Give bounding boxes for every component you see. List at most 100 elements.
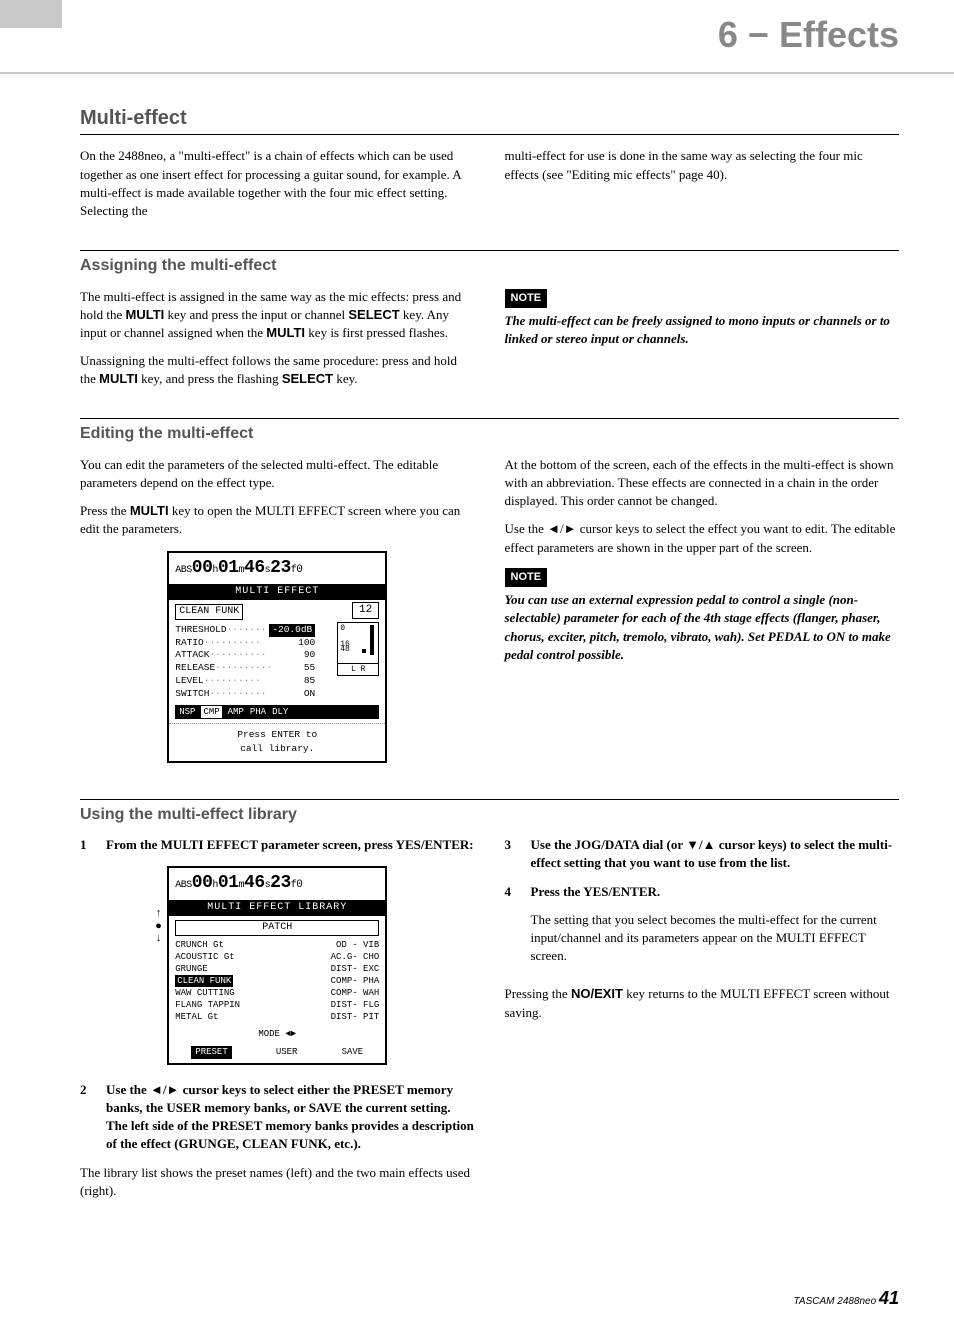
lcd-lib-fx: COMP- PHA bbox=[331, 975, 380, 987]
lcd-param-value: 85 bbox=[304, 675, 315, 688]
lcd-lib-fx: DIST- PIT bbox=[331, 1011, 380, 1023]
section-heading-editing: Editing the multi-effect bbox=[80, 418, 899, 445]
step-body: Use the JOG/DATA dial (or ▼/▲ cursor key… bbox=[531, 836, 900, 872]
editing-p2: Press the MULTI key to open the MULTI EF… bbox=[80, 502, 475, 538]
lcd-param-label: THRESHOLD bbox=[175, 624, 226, 637]
lcd-timecode: ABS00h01m46s23f0 bbox=[169, 868, 385, 899]
editing-right-p2: Use the ◄/► cursor keys to select the ef… bbox=[505, 520, 900, 556]
multi-effect-columns: On the 2488neo, a "multi-effect" is a ch… bbox=[80, 147, 899, 230]
text-run: . bbox=[657, 884, 660, 899]
lcd-preset-name: CLEAN FUNK bbox=[175, 604, 243, 620]
lcd-bottom-tabs: PRESETUSERSAVE bbox=[169, 1044, 385, 1063]
multi-effect-para-left: On the 2488neo, a "multi-effect" is a ch… bbox=[80, 147, 475, 220]
lcd-timecode: ABS00h01m46s23f0 bbox=[169, 553, 385, 584]
step-1: 1 From the MULTI EFFECT parameter screen… bbox=[80, 836, 475, 854]
lcd-body: CLEAN FUNK 12 THRESHOLD··········-20.0dB… bbox=[169, 600, 385, 723]
library-left-after: The library list shows the preset names … bbox=[80, 1164, 475, 1200]
multi-effect-para-right: multi-effect for use is done in the same… bbox=[505, 147, 900, 183]
step-3: 3 Use the JOG/DATA dial (or ▼/▲ cursor k… bbox=[505, 836, 900, 872]
lcd-param-row: ATTACK··········90 bbox=[175, 649, 315, 662]
lcd-param-row: RATIO··········100 bbox=[175, 637, 315, 650]
lcd-time-prefix: ABS bbox=[175, 880, 192, 891]
text-run: Press the bbox=[531, 884, 584, 899]
lcd-title: MULTI EFFECT bbox=[169, 584, 385, 600]
lcd-library-row: WAW CUTTING COMP- WAH bbox=[175, 987, 379, 999]
step-body: Press the YES/ENTER. The setting that yo… bbox=[531, 883, 900, 976]
key-jog-data: JOG/DATA bbox=[575, 837, 640, 852]
library-steps-left: 1 From the MULTI EFFECT parameter screen… bbox=[80, 836, 475, 854]
step-4: 4 Press the YES/ENTER. The setting that … bbox=[505, 883, 900, 976]
step-number: 3 bbox=[505, 836, 519, 872]
lcd-param-value: 100 bbox=[298, 637, 315, 650]
step-4-followup: The setting that you select becomes the … bbox=[531, 911, 900, 966]
lcd-chain-item: AMP bbox=[228, 706, 244, 719]
step-number: 2 bbox=[80, 1081, 94, 1154]
lcd-param-label: LEVEL bbox=[175, 675, 204, 688]
lcd-lib-name: GRUNGE bbox=[175, 963, 207, 975]
text-run: Pressing the bbox=[505, 986, 571, 1001]
meter-bar bbox=[370, 625, 374, 655]
meter-lr-label: L R bbox=[338, 663, 378, 675]
step-number: 1 bbox=[80, 836, 94, 854]
key-preset: PRESET bbox=[212, 1118, 262, 1133]
lcd-time-prefix: ABS bbox=[175, 565, 192, 576]
key-multi: MULTI bbox=[126, 307, 165, 322]
library-right-p5: Pressing the NO/EXIT key returns to the … bbox=[505, 985, 900, 1021]
lcd-footer-line: call library. bbox=[169, 742, 385, 755]
step-2: 2 Use the ◄/► cursor keys to select eith… bbox=[80, 1081, 475, 1154]
lcd-mode-label: MODE ◄► bbox=[175, 1028, 379, 1041]
lcd-lib-fx: DIST- FLG bbox=[331, 999, 380, 1011]
note-text: The multi-effect can be freely assigned … bbox=[505, 312, 900, 348]
step-body: From the MULTI EFFECT parameter screen, … bbox=[106, 836, 475, 854]
lcd-library-row: FLANG TAPPIN DIST- FLG bbox=[175, 999, 379, 1011]
library-steps-right: 3 Use the JOG/DATA dial (or ▼/▲ cursor k… bbox=[505, 836, 900, 975]
lcd-chain-item: CMP bbox=[201, 706, 221, 719]
lcd-library-row: GRUNGEDIST- EXC bbox=[175, 963, 379, 975]
lcd-multi-effect-screen: ABS00h01m46s23f0 MULTI EFFECT CLEAN FUNK… bbox=[167, 551, 387, 763]
key-preset: PRESET bbox=[353, 1082, 403, 1097]
lcd-library-body: PATCH CRUNCH GtOD - VIBACOUSTIC GtAC.G- … bbox=[169, 916, 385, 1045]
lcd-lib-fx: OD - VIB bbox=[336, 939, 379, 951]
lcd-param-row: RELEASE··········55 bbox=[175, 662, 315, 675]
lcd-footer-line: Press ENTER to bbox=[169, 728, 385, 741]
key-save: SAVE bbox=[309, 1100, 342, 1115]
text-run: Use the bbox=[531, 837, 575, 852]
lcd-param-dots: ·········· bbox=[215, 662, 304, 675]
lcd-library-rows: CRUNCH GtOD - VIBACOUSTIC GtAC.G- CHOGRU… bbox=[175, 939, 379, 1024]
key-select: SELECT bbox=[348, 307, 399, 322]
key-multi: MULTI bbox=[130, 503, 169, 518]
lcd-footer: Press ENTER to call library. bbox=[169, 723, 385, 761]
editing-right-p1: At the bottom of the screen, each of the… bbox=[505, 456, 900, 511]
text-run: From the MULTI EFFECT parameter screen, … bbox=[106, 837, 396, 852]
lcd-chain-item: NSP bbox=[179, 706, 195, 719]
key-user: USER bbox=[166, 1100, 201, 1115]
text-run: memory banks, or bbox=[201, 1100, 309, 1115]
lcd-lib-name: WAW CUTTING bbox=[175, 987, 234, 999]
page-content: Multi-effect On the 2488neo, a "multi-ef… bbox=[0, 104, 954, 1210]
lcd-param-dots: ·········· bbox=[227, 624, 270, 637]
lcd-lib-fx: COMP- WAH bbox=[331, 987, 380, 999]
lcd-param-label: ATTACK bbox=[175, 649, 209, 662]
text-run: key. bbox=[333, 371, 357, 386]
lcd-lib-name: CLEAN FUNK bbox=[175, 975, 233, 987]
page-header: 6 − Effects bbox=[0, 0, 954, 74]
lcd-param-label: SWITCH bbox=[175, 688, 209, 701]
key-multi: MULTI bbox=[266, 325, 305, 340]
lcd-param-row: SWITCH··········ON bbox=[175, 688, 315, 701]
key-no-exit: NO/EXIT bbox=[571, 986, 623, 1001]
lcd-param-value: 90 bbox=[304, 649, 315, 662]
step-number: 4 bbox=[505, 883, 519, 976]
lcd-lib-name: FLANG TAPPIN bbox=[175, 999, 240, 1011]
section-heading-multi-effect: Multi-effect bbox=[80, 104, 899, 135]
key-grunge: GRUNGE bbox=[179, 1136, 236, 1151]
assigning-columns: The multi-effect is assigned in the same… bbox=[80, 288, 899, 399]
text-run: , etc.). bbox=[328, 1136, 361, 1151]
meter-bar bbox=[362, 649, 366, 653]
lcd-param-value: ON bbox=[304, 688, 315, 701]
lcd-param-dots: ·········· bbox=[204, 675, 304, 688]
lcd-effect-chain: NSPCMPAMPPHADLY bbox=[175, 705, 379, 720]
lcd-lib-name: CRUNCH Gt bbox=[175, 939, 224, 951]
lcd-lib-name: ACOUSTIC Gt bbox=[175, 951, 234, 963]
lcd-tab: USER bbox=[276, 1046, 298, 1059]
note-text: You can use an external expression pedal… bbox=[505, 591, 900, 664]
